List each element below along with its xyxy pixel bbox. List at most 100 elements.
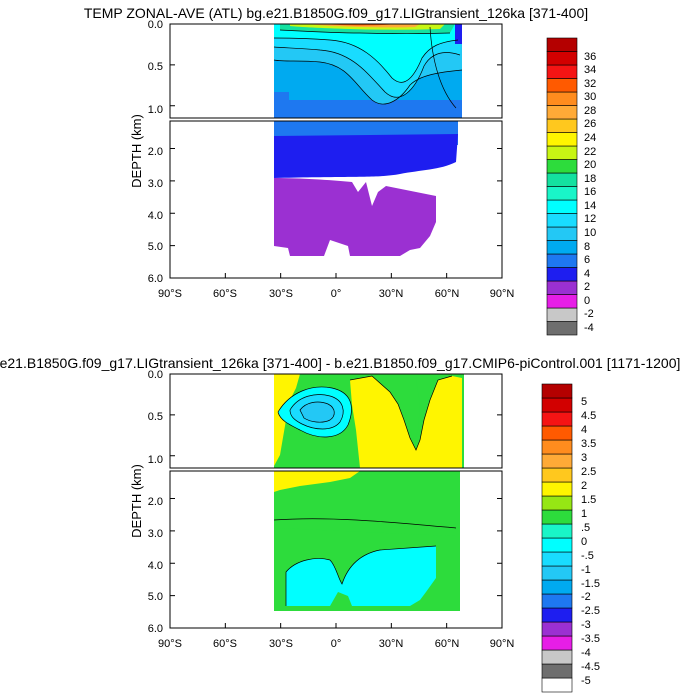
plot1-ytick-label: 1.0 [148, 104, 163, 116]
plot2-colorbar-swatch [541, 621, 573, 637]
plot2-colorbar-label: 5 [581, 396, 587, 408]
plot1-colorbar-label: 16 [584, 186, 596, 198]
plot2-lower-warm-west [274, 471, 360, 492]
plot2-field-upper [274, 374, 464, 468]
plot1-colorbar-swatch [546, 199, 578, 214]
plot2-contours [273, 375, 457, 606]
plot2-ytick-label: 5.0 [148, 591, 163, 603]
plot2-cool-lens-3 [300, 402, 335, 423]
plot1-tick-marks [169, 23, 503, 279]
plot2-colorbar-swatch [541, 593, 573, 609]
plot2-xtick-label: 0° [331, 638, 342, 650]
plot2-xtick-label: 90°N [490, 638, 515, 650]
plot2-warm-tongue [350, 376, 462, 468]
plot1-lower-abyss [274, 178, 436, 256]
plot1-colorbar-label: 32 [584, 78, 596, 90]
plot1-colorbar-label: 34 [584, 64, 596, 76]
plot1-colorbar-swatch [546, 37, 578, 52]
plot2-colorbar-swatch [541, 467, 573, 483]
plot1-colorbar-label: 10 [584, 227, 596, 239]
plot2-ytick-labels: 0.0 0.5 1.0 2.0 3.0 4.0 5.0 6.0 [148, 369, 163, 635]
plot2-colorbar-swatch [541, 481, 573, 497]
plot1-colorbar-label: 26 [584, 118, 596, 130]
plot2-colorbar-swatch [541, 551, 573, 567]
plot1-warm-layer-4 [305, 24, 420, 28]
plot2-colorbar [541, 383, 573, 693]
plot1-north-edge [455, 24, 462, 44]
plot1-xtick-label: 90°N [490, 288, 515, 300]
plot2-xtick-label: 30°S [269, 638, 293, 650]
plot2-xtick-label: 60°N [435, 638, 460, 650]
plot1-ytick-label: 6.0 [148, 273, 163, 285]
plot2-colorbar-swatch [541, 635, 573, 651]
plot1-colorbar-swatch [546, 307, 578, 322]
plot2-tick-marks [169, 373, 503, 629]
plot1-colorbar-label: 4 [584, 268, 590, 280]
plot2-colorbar-label: 4 [581, 424, 587, 436]
plot1-colorbar-swatch [546, 132, 578, 147]
plot2-colorbar-swatch [541, 579, 573, 595]
plot1-colorbar-swatch [546, 118, 578, 133]
plot1-colorbar-swatch [546, 294, 578, 309]
plot2-ytick-label: 3.0 [148, 528, 163, 540]
plot1-colorbar-labels: -4 -2 0 2 4 6 8 10 12 14 16 18 20 22 24 … [584, 51, 596, 334]
plot1-colorbar-swatch [546, 105, 578, 120]
plot1-colorbar [546, 37, 578, 336]
plot2-ytick-label: 0.5 [148, 411, 163, 423]
plot1-colorbar-label: 0 [584, 295, 590, 307]
plot2-title: e21.B1850G.f09_g17.LIGtransient_126ka [3… [0, 355, 680, 371]
plot2-colorbar-swatch [541, 663, 573, 679]
plot2-colorbar-label: -1 [581, 564, 591, 576]
plot1-colorbar-label: 36 [584, 51, 596, 63]
plot2-green-channel [408, 380, 420, 446]
plot2-ytick-label: 4.0 [148, 560, 163, 572]
plot1-colorbar-swatch [546, 91, 578, 106]
plot2-colorbar-label: -2.5 [581, 605, 600, 617]
plot2-colorbar-swatch [541, 509, 573, 525]
plot1-xtick-labels: 90°S 60°S 30°S 0° 30°N 60°N 90°N [158, 288, 514, 300]
plot1-colorbar-label: 6 [584, 254, 590, 266]
plot2-xtick-label: 30°N [379, 638, 404, 650]
plot2-colorbar-swatch [541, 453, 573, 469]
plot1-colorbar-label: -2 [584, 308, 594, 320]
plot1-ytick-labels: 0.0 0.5 1.0 2.0 3.0 4.0 5.0 6.0 [148, 19, 163, 285]
plot1-xtick-label: 60°N [435, 288, 460, 300]
plot2-colorbar-label: -1.5 [581, 578, 600, 590]
plot1-colorbar-swatch [546, 280, 578, 295]
plot1-xtick-label: 90°S [158, 288, 182, 300]
plot1-colorbar-swatch [546, 321, 578, 336]
plot2-ytick-label: 6.0 [148, 623, 163, 635]
plot1-ytick-label: 5.0 [148, 241, 163, 253]
plot1-cold-pocket [274, 92, 289, 118]
plot2-colorbar-swatch [541, 495, 573, 511]
plot1-colorbar-label: -4 [584, 322, 594, 334]
plot1-ytick-label: 2.0 [148, 146, 163, 158]
plot2-colorbar-label: -.5 [581, 550, 594, 562]
plot1-upper-deep [274, 100, 462, 118]
plot2-colorbar-swatch [541, 397, 573, 413]
plot2-colorbar-label: 3.5 [581, 438, 596, 450]
plot1-title: TEMP ZONAL-AVE (ATL) bg.e21.B1850G.f09_g… [84, 5, 588, 21]
plot1-colorbar-label: 28 [584, 105, 596, 117]
plot2-ylabel: DEPTH (km) [129, 464, 144, 538]
plot2-colorbar-label: 3 [581, 452, 587, 464]
plot1-colorbar-swatch [546, 64, 578, 79]
plot2-colorbar-labels: -5 -4.5 -4 -3.5 -3 -2.5 -2 -1.5 -1 -.5 0… [581, 396, 600, 687]
plot1-ytick-label: 0.0 [148, 19, 163, 31]
plot2-xtick-label: 90°S [158, 638, 182, 650]
plot1-ylabel: DEPTH (km) [129, 114, 144, 188]
plot1-colorbar-swatch [546, 172, 578, 187]
plot2-colorbar-label: 2 [581, 480, 587, 492]
plot2-field-lower [274, 471, 460, 611]
plot1-ytick-label: 0.5 [148, 61, 163, 73]
plot1-field-lower [274, 121, 458, 256]
plot1-colorbar-swatch [546, 78, 578, 93]
plot1-colorbar-swatch [546, 253, 578, 268]
plot2-colorbar-swatch [541, 677, 573, 693]
plot2-colorbar-swatch [541, 383, 573, 399]
plot1-warm-layer-1 [274, 24, 462, 83]
plot2-colorbar-label: 1.5 [581, 494, 596, 506]
plot1-xtick-label: 60°S [213, 288, 237, 300]
plot2-ytick-label: 2.0 [148, 496, 163, 508]
plot2-colorbar-swatch [541, 607, 573, 623]
